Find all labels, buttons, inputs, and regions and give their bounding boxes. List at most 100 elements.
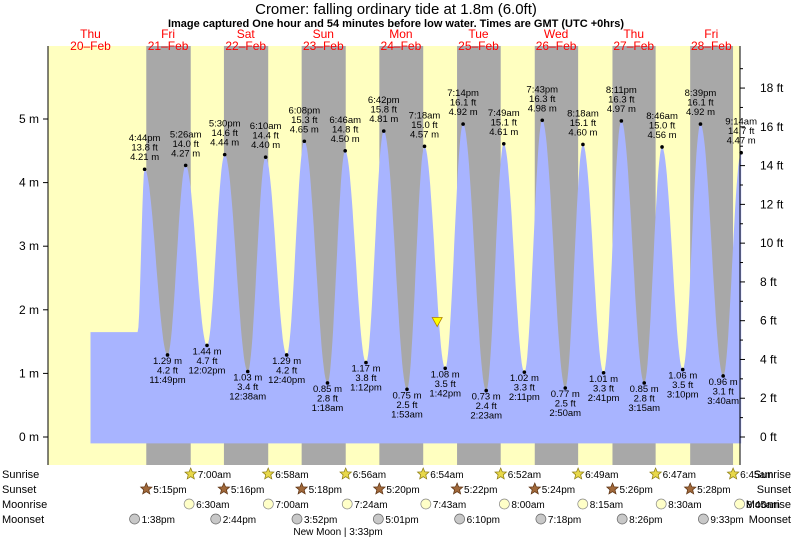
moonset-icon — [454, 513, 465, 525]
tide-area — [90, 120, 742, 444]
sunrise-icon — [649, 467, 663, 480]
sunrise-icon — [339, 467, 353, 480]
tide-point — [284, 353, 289, 357]
tide-label: 15.8 ft — [371, 105, 398, 116]
tide-label: 3.8 ft — [355, 373, 376, 384]
tide-label: 5:26am — [170, 129, 202, 140]
right-tick-label: 10 ft — [760, 236, 784, 250]
day-name: Wed — [544, 27, 568, 41]
astronomy-rows: Sunrise Sunset Moonrise Moonset Sunrise … — [2, 467, 791, 538]
sunset-icon — [605, 482, 620, 495]
sunrise-time: 7:00am — [198, 470, 231, 481]
tide-point — [183, 163, 188, 168]
day-headers: Thu20–FebFri21–FebSat22–FebSun23–FebMon2… — [70, 27, 732, 53]
tide-label: 2.8 ft — [317, 393, 338, 404]
moonset-icon — [698, 513, 709, 525]
tide-label: 15.3 ft — [291, 115, 318, 126]
tide-point — [302, 139, 307, 144]
day-name: Mon — [389, 27, 412, 41]
tide-point — [619, 119, 624, 123]
tide-label: 4.47 m — [727, 136, 756, 147]
tide-label: 4.44 m — [210, 138, 239, 149]
moonrise-label-right: Moonrise — [746, 499, 791, 511]
moonrise-label-left: Moonrise — [2, 499, 47, 511]
day-name: Sat — [237, 27, 256, 41]
right-tick-label: 18 ft — [760, 81, 784, 95]
sunset-time: 5:18pm — [309, 485, 342, 496]
tide-label: 2:23am — [470, 411, 502, 422]
tide-label: 1.29 m — [153, 356, 182, 367]
tide-label: 0.85 m — [313, 384, 342, 395]
tide-point — [325, 381, 330, 385]
moonrise-icon — [499, 498, 510, 510]
tide-label: 3:40am — [707, 396, 739, 407]
tide-label: 2:11pm — [509, 392, 540, 403]
tide-point — [443, 366, 447, 371]
moonrise-time: 6:30am — [196, 500, 229, 511]
moonrise-icon — [262, 498, 274, 510]
tide-point — [422, 144, 427, 149]
tide-label: 8:18am — [567, 108, 599, 119]
right-tick-label: 12 ft — [760, 197, 784, 211]
moonrise-icon — [577, 498, 589, 510]
sunrise-time: 6:52am — [508, 470, 541, 481]
tide-label: 6:46am — [329, 115, 361, 126]
moonrise-time: 7:43am — [433, 500, 466, 511]
day-date: 22–Feb — [225, 39, 266, 53]
tide-label: 8:11pm — [606, 85, 637, 96]
left-tick-label: 2 m — [19, 303, 39, 317]
tide-label: 1:18am — [312, 403, 344, 414]
left-tick-label: 5 m — [19, 112, 39, 126]
moonset-time: 5:01pm — [385, 515, 418, 526]
tide-label: 4.92 m — [686, 107, 715, 118]
tide-point — [222, 152, 227, 157]
moonset-time: 3:52pm — [304, 515, 337, 526]
sunset-time: 5:16pm — [231, 485, 264, 496]
moonrise-icon — [734, 498, 745, 510]
tide-label: 4.7 ft — [196, 356, 217, 367]
tide-label: 2.5 ft — [555, 399, 576, 410]
sunset-label-left: Sunset — [2, 484, 36, 496]
right-tick-label: 0 ft — [760, 430, 777, 444]
moonset-icon — [291, 513, 303, 525]
tide-label: 13.8 ft — [131, 143, 158, 154]
tide-label: 4.40 m — [251, 140, 280, 151]
right-tick-label: 14 ft — [760, 159, 784, 173]
tide-point — [263, 155, 268, 159]
tide-label: 4:44pm — [129, 133, 161, 144]
right-tick-label: 4 ft — [760, 352, 777, 366]
moonrise-time: 7:24am — [354, 500, 387, 511]
sunrise-icon — [726, 467, 740, 480]
tide-label: 14.0 ft — [172, 139, 199, 150]
left-tick-label: 4 m — [19, 176, 39, 190]
moonrise-icon — [341, 498, 353, 510]
tide-label: 4.2 ft — [276, 365, 297, 376]
sunrise-time: 6:47am — [663, 470, 696, 481]
tide-label: 4.21 m — [130, 152, 159, 163]
tide-label: 4.81 m — [369, 114, 398, 125]
tide-label: 4.98 m — [528, 103, 557, 114]
moonrise-time: 8:00am — [511, 500, 544, 511]
tide-label: 9:14am — [725, 117, 757, 128]
tide-label: 3.5 ft — [672, 380, 693, 391]
sunset-time: 5:20pm — [386, 485, 419, 496]
tide-label: 8:39pm — [685, 88, 717, 99]
tide-point — [540, 118, 545, 123]
sunrise-time: 6:45am — [740, 470, 773, 481]
day-date: 23–Feb — [303, 39, 344, 53]
tide-label: 4.92 m — [449, 107, 478, 118]
tide-label: 7:49am — [488, 108, 520, 119]
tide-label: 15.0 ft — [411, 120, 438, 131]
moonrise-time: 8:15am — [590, 500, 623, 511]
tide-label: 1.17 m — [351, 364, 380, 375]
tide-point — [364, 360, 368, 365]
tide-point — [601, 370, 606, 375]
tide-label: 2.4 ft — [476, 401, 497, 412]
tide-label: 5:30pm — [209, 119, 241, 130]
tide-label: 4.57 m — [410, 129, 439, 140]
moonset-icon — [210, 513, 222, 525]
tide-point — [142, 167, 147, 172]
tide-point — [165, 353, 170, 357]
tide-label: 12:38am — [229, 391, 266, 402]
day-date: 20–Feb — [70, 39, 111, 53]
